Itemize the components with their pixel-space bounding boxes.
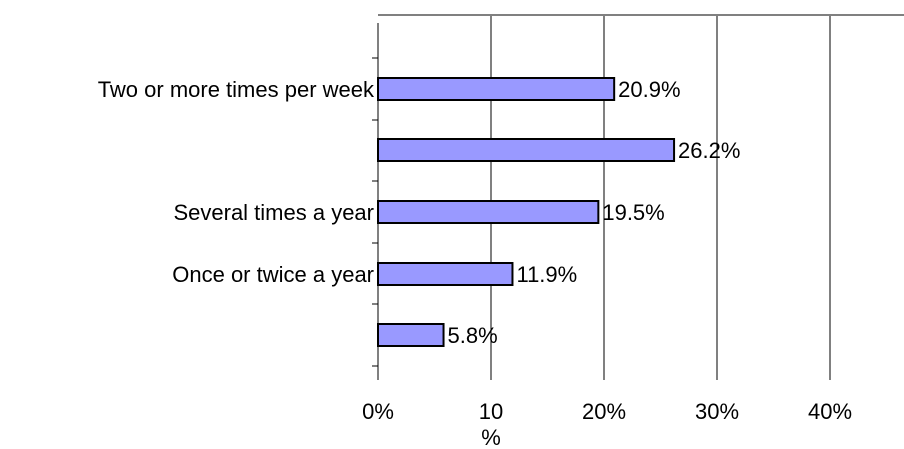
bar-3	[377, 262, 514, 286]
data-label-1: 26.2%	[678, 138, 740, 163]
x-tick-label-0: 0%	[362, 399, 394, 424]
data-label-3: 11.9%	[516, 262, 577, 287]
x-tick-label-30: 30%	[695, 399, 739, 424]
data-label-2: 19.5%	[602, 200, 664, 225]
data-label-4: 5.8%	[448, 323, 498, 348]
x-tick-label-40: 40%	[808, 399, 852, 424]
gridlines	[490, 15, 831, 372]
x-tick-label-20: 20%	[582, 399, 626, 424]
bar-1	[377, 138, 676, 162]
labels: 20.9% Two or more times per week 26.2% 19.5…	[98, 77, 852, 449]
bars	[377, 77, 676, 347]
bar-0	[377, 77, 616, 101]
bar-2	[377, 200, 600, 224]
category-label-3: Once or twice a year	[172, 262, 374, 287]
category-label-0: Two or more times per week	[98, 77, 375, 102]
category-label-2: Several times a year	[173, 200, 374, 225]
x-tick-label-10: 10%	[479, 399, 503, 449]
data-label-0: 20.9%	[618, 77, 680, 102]
bar-4	[377, 323, 445, 347]
